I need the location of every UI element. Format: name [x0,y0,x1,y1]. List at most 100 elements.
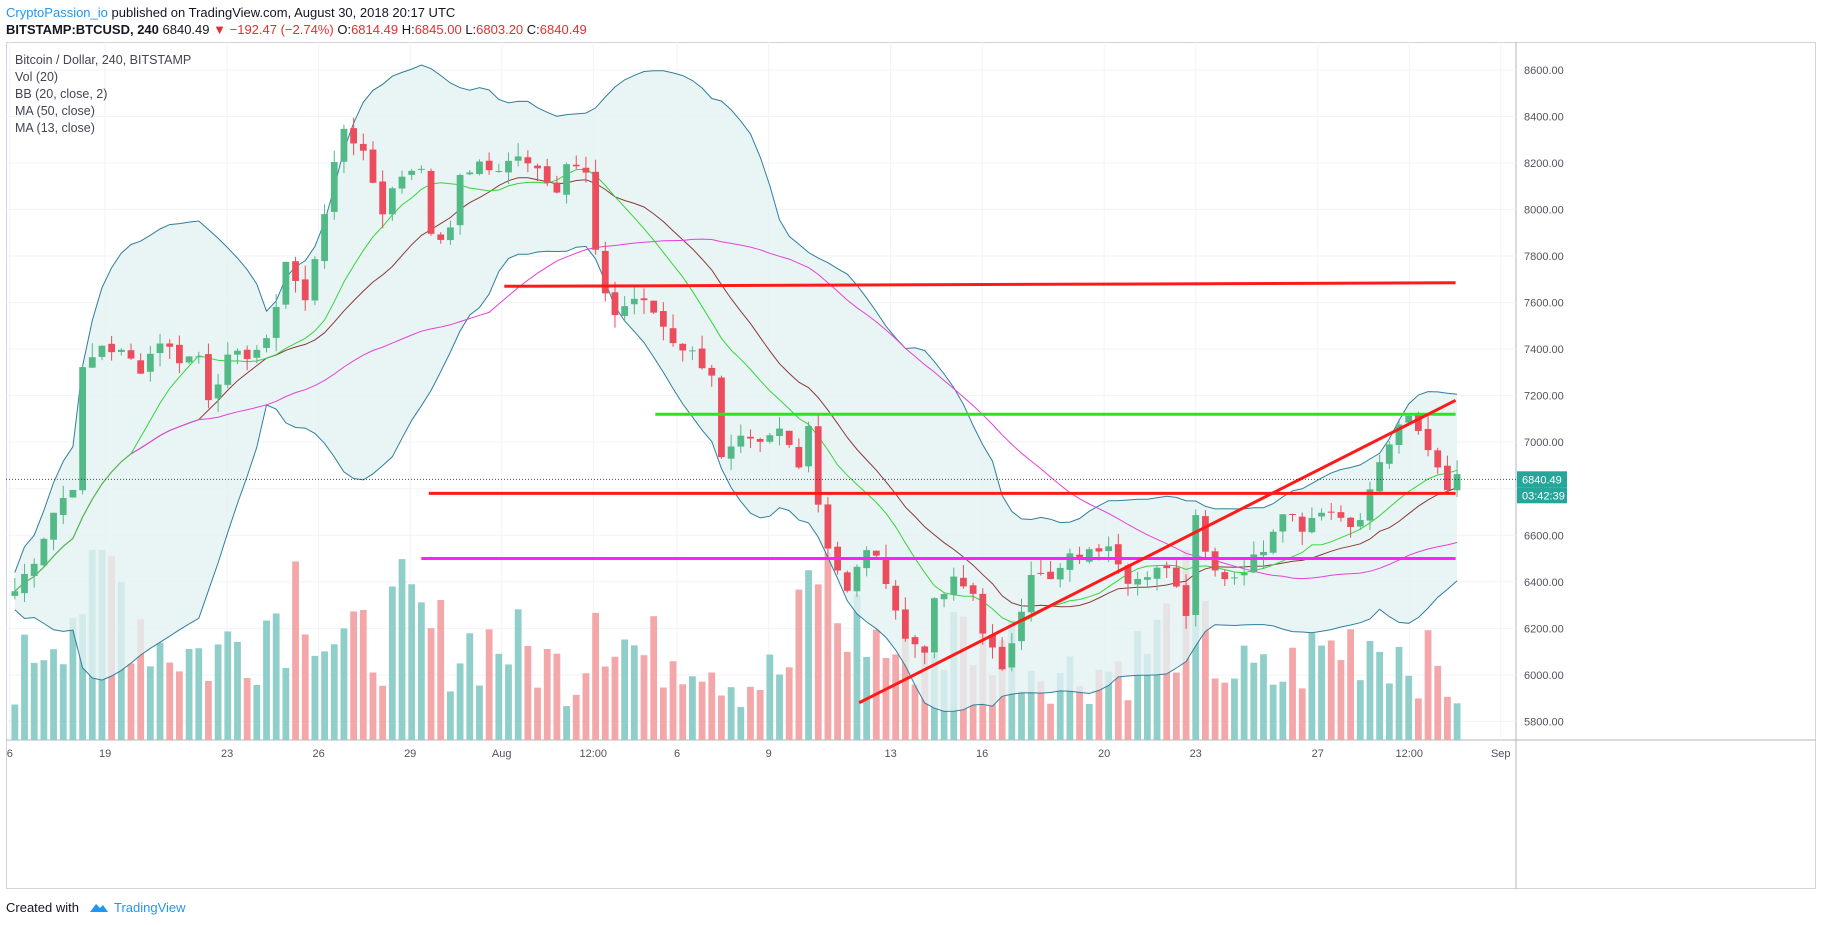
volume-bar [679,684,687,740]
cloud-icon [89,904,108,912]
volume-bar [456,663,464,740]
volume-bar [1414,698,1422,740]
volume-bar [1434,665,1442,740]
volume-bar [1066,656,1074,740]
volume-bar [872,629,880,740]
candle-body [737,435,745,447]
volume-bar [843,651,851,740]
candle-body [1047,571,1054,580]
volume-bar [69,618,77,740]
volume-bar [234,641,241,740]
volume-bar [882,658,890,740]
candle-body [543,166,551,183]
candle-body [776,428,783,437]
volume-bar [669,661,677,740]
legend-bollinger[interactable]: BB (20, close, 2) [15,87,108,101]
candle-body [843,572,851,591]
volume-bar [485,629,493,740]
volume-bar [495,653,503,740]
candle-body [79,367,86,491]
countdown-tag [1517,487,1567,504]
candle-body [1366,489,1374,521]
price-tick-label: 8200.00 [1524,158,1564,170]
candle-body [185,356,193,363]
legend-ma13[interactable]: MA (13, close) [15,121,95,135]
candle-body [931,598,938,653]
volume-bar [766,654,774,740]
author-link[interactable]: CryptoPassion_io [6,5,108,20]
candle-body [563,164,570,195]
candle-body [795,446,803,468]
candle-body [1395,424,1403,446]
candle-body [485,160,493,171]
time-tick-label: 12:00 [1395,748,1423,760]
candle-body [137,360,145,374]
candle-body [1260,551,1267,556]
candle-body [1153,567,1161,579]
candle-body [1124,565,1132,584]
candle-body [582,167,590,173]
volume-bar [156,642,164,740]
candle-body [911,637,919,645]
candle-body [989,634,996,648]
candle-body [1376,462,1384,492]
candle-body [630,298,638,305]
volume-bar [708,672,716,740]
volume-bar [263,620,270,740]
high-value: 6845.00 [414,22,462,37]
volume-bar [1250,662,1258,740]
close-label: C: [526,22,540,37]
legend-volume[interactable]: Vol (20) [15,70,59,84]
candle-body [1385,444,1393,464]
candle-body [824,504,832,549]
candle-body [1356,520,1364,527]
candle-body [727,446,735,459]
candle-body [659,311,667,327]
volume-bar [282,667,290,740]
legend-title: Bitcoin / Dollar, 240, BITSTAMP [15,53,192,67]
candle-body [1318,512,1325,517]
legend-ma50[interactable]: MA (50, close) [15,104,95,118]
volume-bar [514,609,522,740]
candle-body [1037,572,1045,574]
volume-bar [1221,682,1229,740]
candle-body [882,557,890,585]
volume-bar [1298,688,1306,740]
candle-body [1221,572,1229,580]
candle-body [1172,567,1180,587]
candle-body [640,298,648,301]
tradingview-link[interactable]: TradingView [87,900,186,915]
candle-body [224,354,232,385]
candle-body [679,343,687,351]
candle-body [166,343,174,347]
candle-body [98,345,106,357]
candle-body [1327,511,1335,513]
open-label: O: [337,22,352,37]
candle-body [601,250,609,294]
candle-body [960,577,967,587]
price-tick-label: 6000.00 [1524,670,1564,682]
candle-body [1269,531,1277,553]
candle-body [553,182,561,193]
volume-bar [476,685,483,740]
price-tick-label: 8600.00 [1524,65,1564,77]
footer: Created with TradingView [6,897,186,917]
volume-bar [1356,680,1364,740]
candle-body [621,306,629,316]
candle-body [708,367,716,376]
candle-body [1289,513,1296,515]
candle-body [117,349,125,352]
time-tick-label: 12:00 [579,748,607,760]
volume-bar [1395,646,1403,740]
time-tick-label: 9 [766,748,772,760]
candle-body [379,181,387,215]
candle-body [1414,414,1422,431]
candle-body [1250,554,1258,573]
price-chart[interactable]: 8600.00 8400.00 8200.00 8000.00 7800.00 7600.… [6,42,1816,889]
candle-body [11,591,19,596]
candle-body [1453,474,1461,491]
volume-bar [427,628,435,740]
tradingview-label: TradingView [113,899,186,915]
volume-bar [698,681,706,740]
volume-bar [185,648,193,740]
